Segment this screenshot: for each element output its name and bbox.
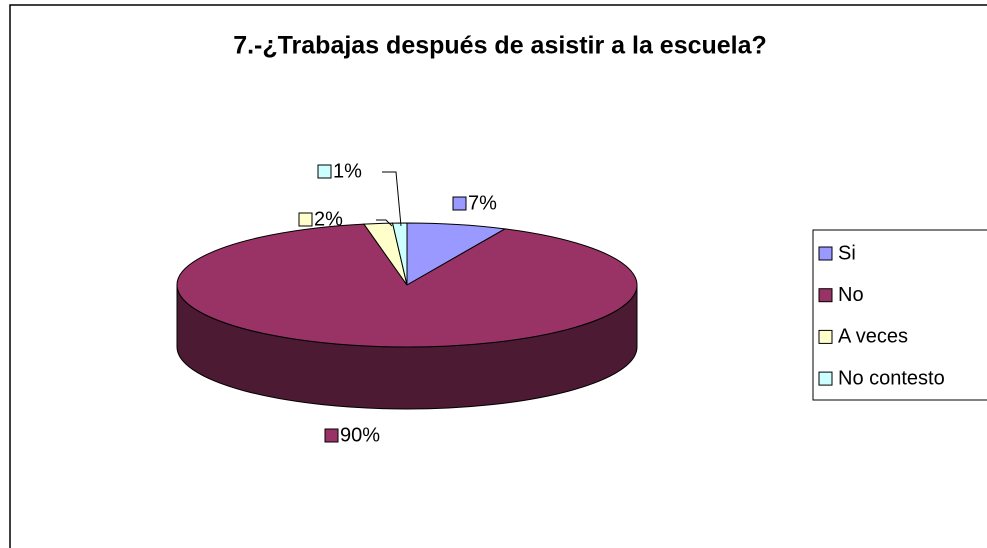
legend-label: Si [838, 242, 856, 264]
legend-label: No [838, 284, 864, 306]
label-swatch [324, 428, 339, 443]
data-label: 1% [333, 160, 362, 182]
legend-swatch [818, 371, 833, 386]
data-label: 90% [340, 424, 380, 446]
legend-swatch [818, 329, 833, 344]
pie-slice [391, 222, 408, 286]
pie-slice [176, 223, 638, 348]
legend-label: A veces [838, 326, 908, 348]
legend-swatch [818, 246, 833, 261]
label-swatch [452, 196, 467, 211]
legend-swatch [818, 288, 833, 303]
data-label: 7% [468, 192, 497, 214]
legend-box [812, 229, 987, 401]
legend-label: No contesto [838, 367, 945, 389]
chart-title: 7.-¿Trabajas después de asistir a la esc… [233, 32, 767, 60]
pie-slice [406, 222, 507, 286]
leader-line [382, 171, 402, 227]
data-label: 2% [314, 208, 343, 230]
label-swatch [298, 212, 313, 227]
label-swatch [317, 164, 332, 179]
leader-line [376, 219, 393, 227]
